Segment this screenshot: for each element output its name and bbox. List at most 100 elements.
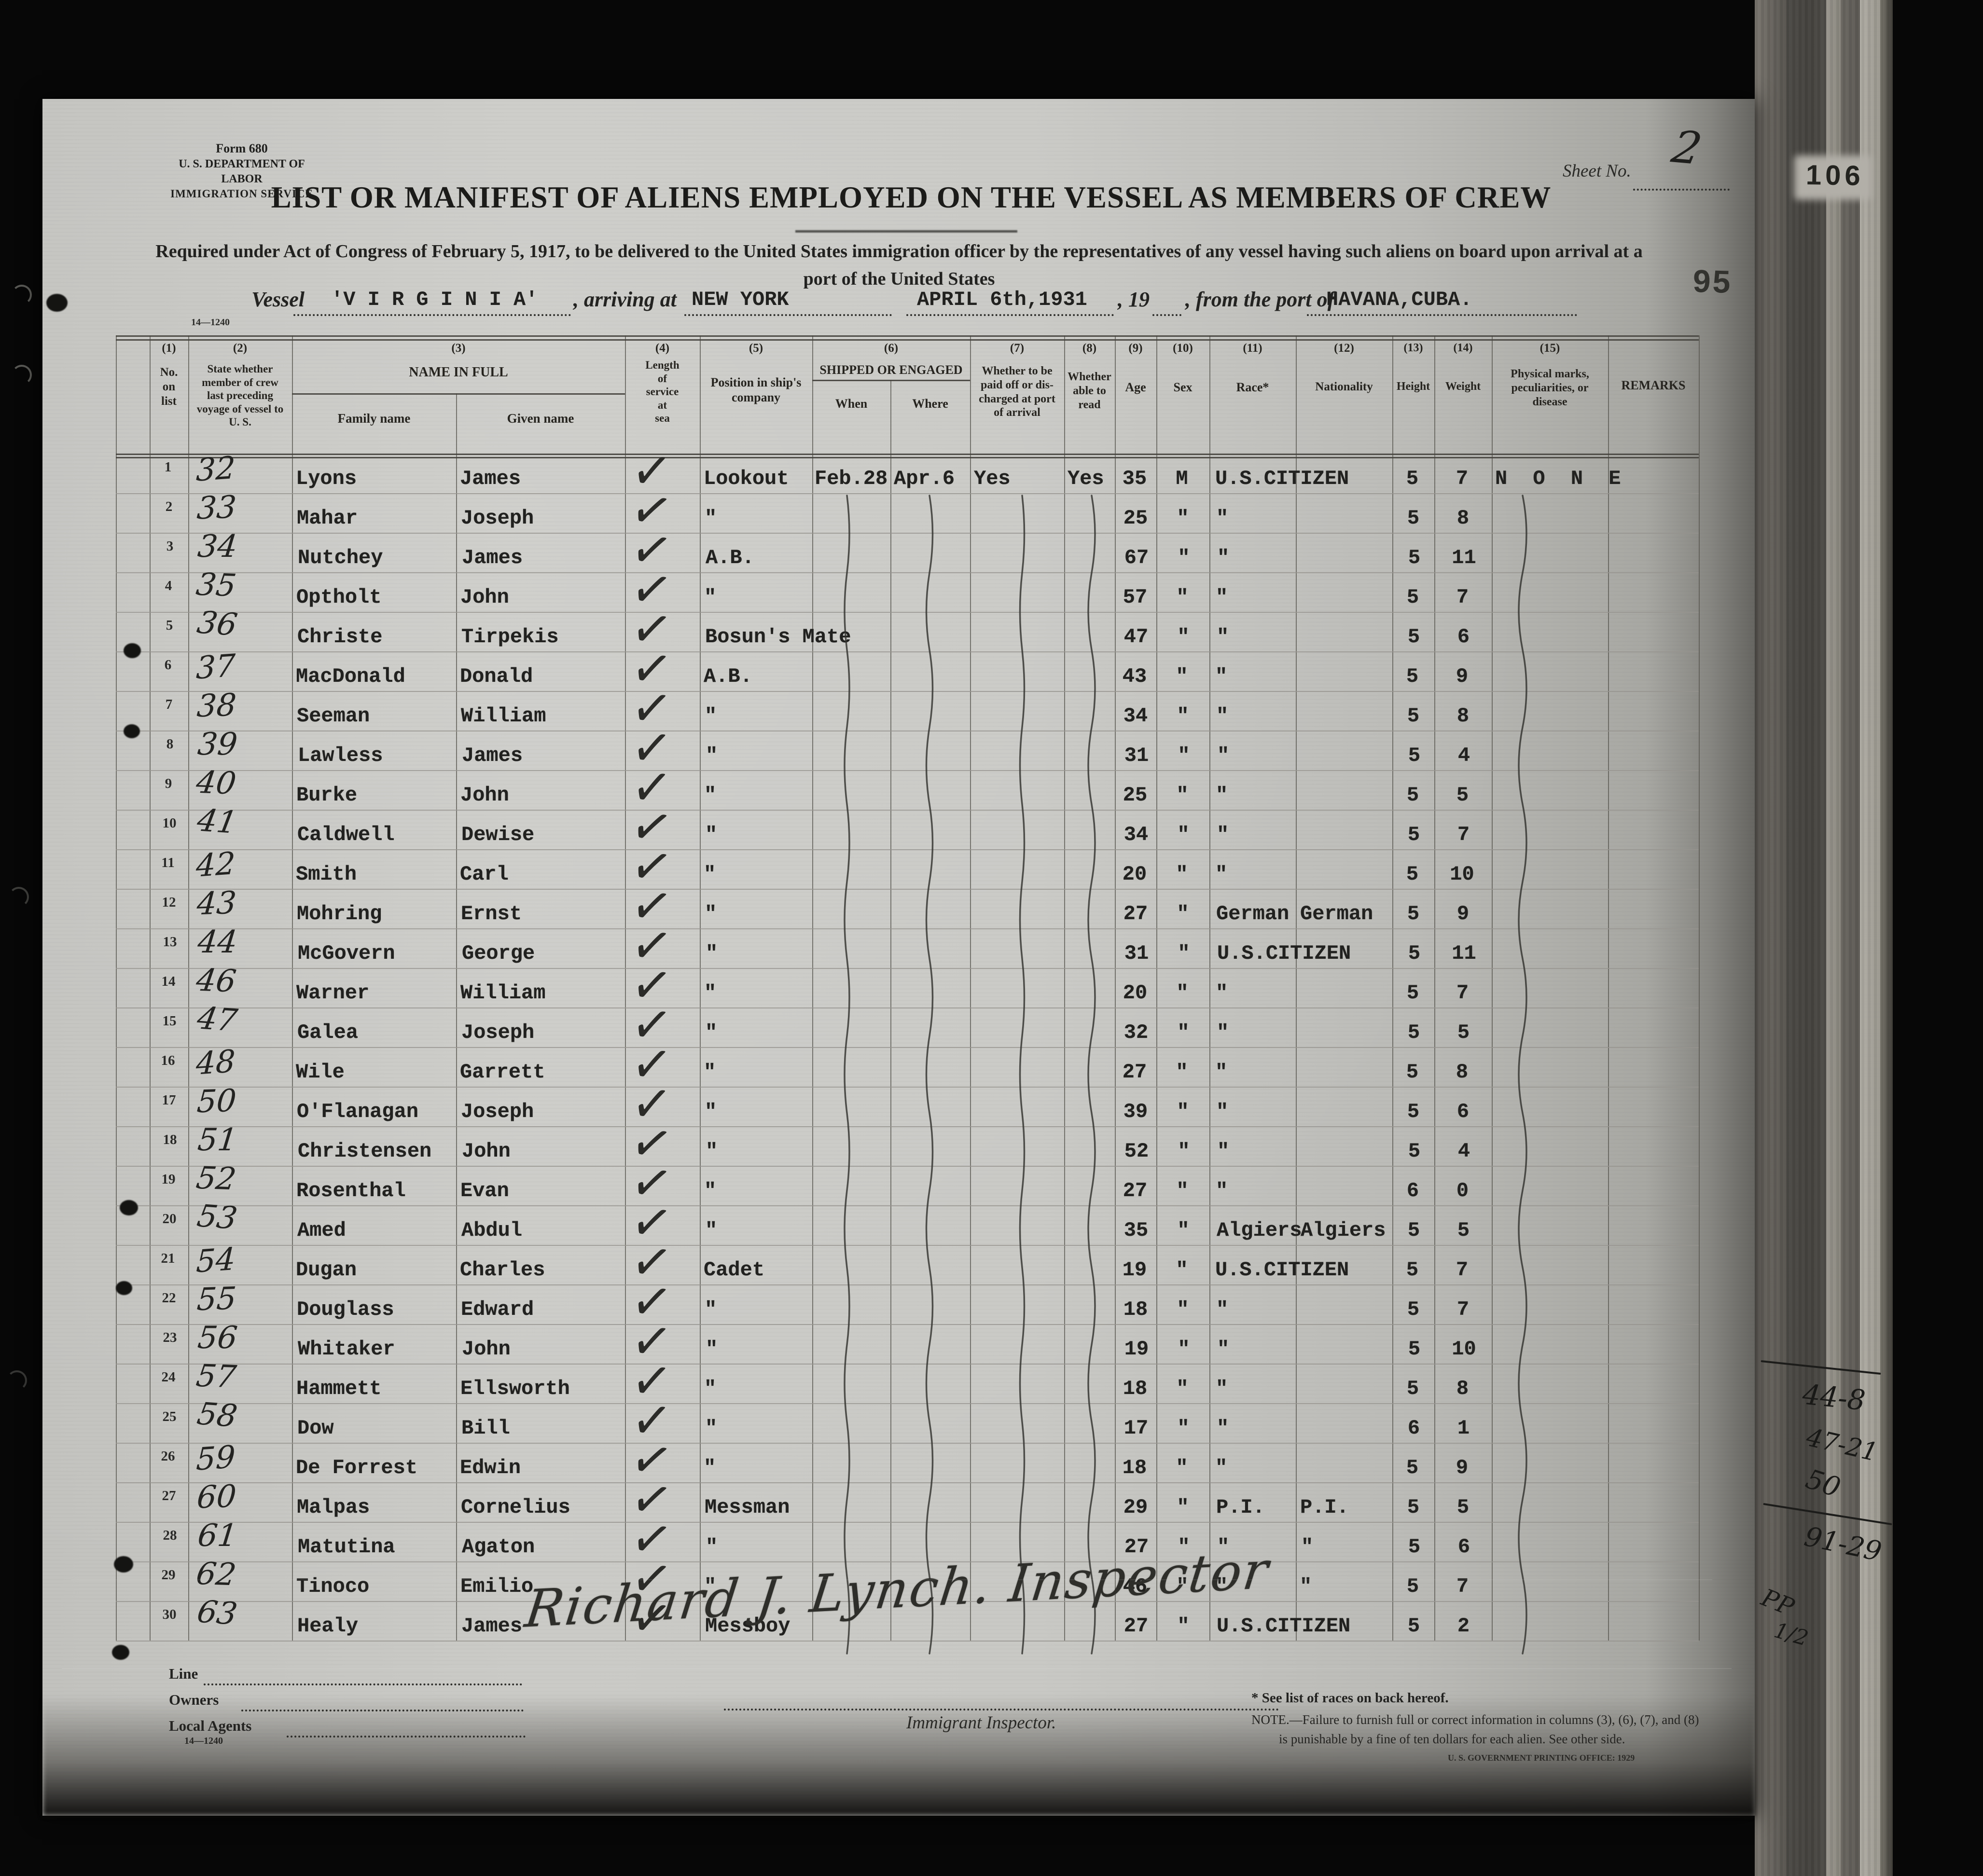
cell-race: "	[1216, 1179, 1228, 1202]
cell-sex: "	[1178, 942, 1190, 965]
cell-wt: 7	[1457, 823, 1470, 846]
cell-sex: "	[1177, 507, 1189, 530]
grid-hline	[116, 1403, 1699, 1404]
cell-sex: "	[1176, 1061, 1188, 1084]
column-header: (6)	[884, 342, 899, 355]
table-row: 12 43 Mohring Ernst " 27 " German German 5 9 ✓	[42, 871, 1755, 941]
cell-sex: "	[1176, 1377, 1189, 1400]
cell-wt: 9	[1456, 1456, 1469, 1479]
stamp-background-patch	[1794, 155, 1872, 200]
cell-age: 17	[1123, 1417, 1149, 1440]
grid-hline	[116, 612, 1699, 613]
cell-given: Agaton	[462, 1535, 535, 1559]
cell-n: 13	[163, 934, 177, 950]
grid-vline	[150, 335, 151, 1641]
cell-race: German	[1216, 902, 1290, 925]
cell-given: George	[462, 942, 535, 965]
cell-given: Charles	[460, 1258, 545, 1282]
column-header: Height	[1396, 380, 1430, 393]
cell-pos: A.B.	[706, 546, 754, 569]
grid-vline	[1296, 335, 1297, 1641]
column-header: (10)	[1173, 342, 1193, 355]
cell-age: 27	[1123, 1614, 1149, 1638]
margin-note: 44-8	[1801, 1378, 1867, 1417]
departure-port: HAVANA,CUBA.	[1326, 288, 1472, 311]
cell-sex: "	[1177, 625, 1190, 648]
cell-pos: Messman	[705, 1496, 790, 1519]
cell-sex: "	[1177, 704, 1189, 728]
cell-sex: "	[1177, 1021, 1190, 1044]
cell-family: Whitaker	[298, 1338, 395, 1361]
grid-hline	[116, 1522, 1699, 1523]
cell-ht: 5	[1406, 467, 1419, 490]
cell-list: 56	[196, 1320, 239, 1356]
book-edge-strip	[1880, 0, 1893, 1876]
column-header: (11)	[1243, 342, 1262, 355]
column-header: Length of service at sea	[645, 359, 679, 425]
page-stack-edge	[1860, 0, 1880, 1876]
service-name: IMMIGRATION SERVICE	[170, 188, 313, 200]
cell-list: 54	[195, 1241, 236, 1280]
book-edge-strip	[1755, 0, 1787, 1876]
table-row: 11 42 Smith Carl " 20 " " 5 10 ✓	[42, 832, 1755, 901]
cell-pos: "	[704, 981, 717, 1005]
column-header: Nationality	[1315, 380, 1373, 393]
cell-race: U.S.CITIZEN	[1215, 1258, 1349, 1282]
cell-ht: 5	[1406, 665, 1419, 688]
cell-ht: 6	[1406, 1179, 1419, 1202]
grid-hline	[116, 454, 1699, 455]
cell-pos: "	[704, 1179, 717, 1202]
cell-ht: 5	[1407, 902, 1420, 925]
grid-vline	[1434, 335, 1435, 1641]
cell-nat: "	[1300, 1575, 1312, 1598]
table-row: 26 59 De Forrest Edwin " 18 " " 5 9 ✓	[42, 1425, 1755, 1495]
cell-list: 50	[195, 1083, 238, 1120]
grid-hline	[116, 1324, 1699, 1325]
cell-n: 17	[162, 1092, 176, 1108]
cell-age: 25	[1123, 507, 1148, 530]
ink-blot	[114, 1556, 133, 1573]
column-header: Age	[1125, 380, 1146, 394]
cell-pos: Messboy	[705, 1614, 790, 1638]
cell-list: 32	[195, 450, 236, 489]
subtitle-line2: port of the United States	[803, 269, 995, 289]
cell-wt: 5	[1456, 1496, 1470, 1519]
cell-pos: "	[705, 902, 717, 925]
cell-wt: 5	[1457, 1021, 1470, 1044]
cell-family: Mahar	[297, 507, 358, 530]
cell-list: 62	[194, 1556, 238, 1593]
column-header: REMARKS	[1621, 378, 1686, 392]
cell-sex: "	[1178, 1535, 1190, 1559]
cell-wt: 7	[1456, 467, 1469, 490]
cell-n: 26	[161, 1448, 175, 1464]
cell-n: 8	[166, 736, 174, 752]
inspector-signature-line	[724, 1709, 1279, 1710]
cell-given: Edward	[461, 1298, 534, 1321]
grid-hline	[116, 1166, 1699, 1167]
cell-list: 60	[195, 1478, 238, 1516]
cell-given: William	[461, 704, 546, 728]
cell-sex: "	[1176, 981, 1189, 1005]
ink-blot	[112, 1645, 129, 1660]
table-row: 25 58 Dow Bill " 17 " " 6 1 ✓	[42, 1387, 1755, 1454]
cell-given: Joseph	[461, 1100, 534, 1123]
cell-ht: 5	[1408, 1535, 1421, 1559]
page-stack-edge	[1826, 0, 1841, 1876]
cell-family: Rosenthal	[296, 1179, 406, 1202]
cell-n: 23	[163, 1330, 177, 1345]
scan-scratch	[71, 1579, 1712, 1580]
cell-n: 6	[164, 657, 172, 673]
cell-sex: "	[1178, 546, 1190, 569]
line-label: Line	[169, 1665, 198, 1682]
cell-sex: "	[1178, 744, 1190, 767]
table-row: 28 61 Matutina Agaton " 27 " " " 5 6 ✓	[42, 1504, 1755, 1574]
grid-vline	[1392, 335, 1393, 1641]
cell-wt: 0	[1456, 1179, 1469, 1202]
cell-list: 58	[194, 1396, 240, 1435]
cell-sex: "	[1176, 1179, 1189, 1202]
cell-age: 18	[1123, 1298, 1148, 1321]
grid-hline	[116, 968, 1699, 969]
cell-family: Lawless	[298, 744, 383, 767]
cell-pos: Bosun's Mate	[705, 625, 851, 648]
